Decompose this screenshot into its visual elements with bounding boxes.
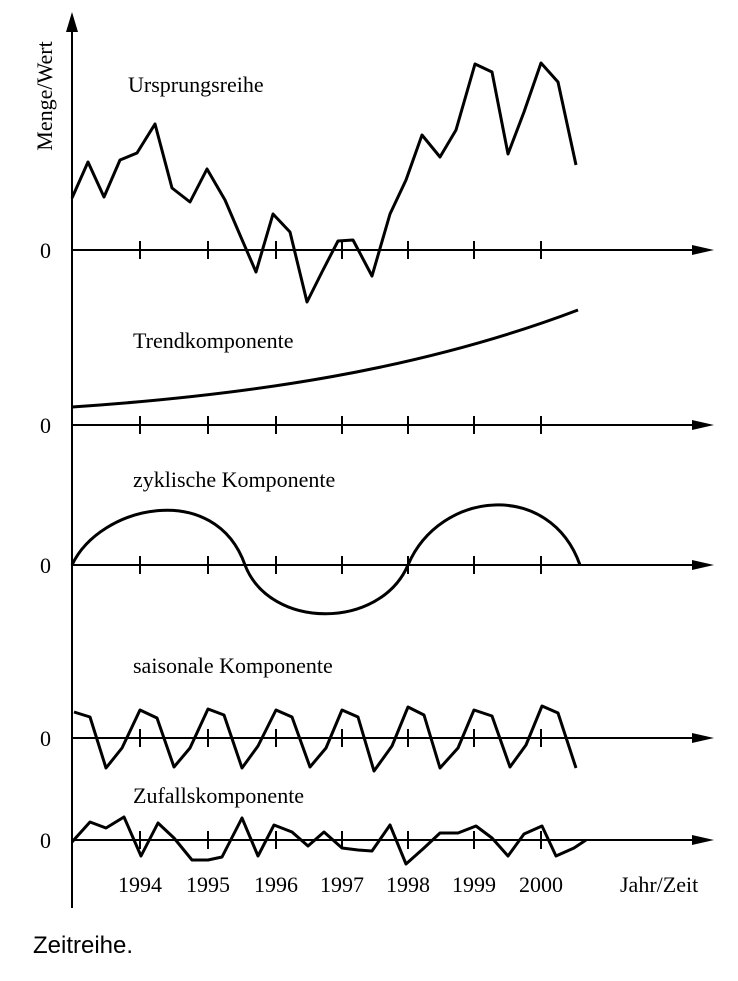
panels: 0 Ursprungsreihe 0 Trendkomponente 0 zyklisch… bbox=[40, 72, 714, 853]
original-series bbox=[70, 61, 578, 304]
panel-title: Zufallskomponente bbox=[133, 783, 304, 808]
x-axis-arrow bbox=[692, 835, 714, 845]
y-axis-label: Menge/Wert bbox=[32, 41, 57, 150]
y-axis-arrow bbox=[66, 12, 78, 32]
zero-label: 0 bbox=[40, 726, 51, 751]
x-label: 1997 bbox=[320, 872, 364, 897]
x-axis-arrow bbox=[692, 560, 714, 570]
panel-title: saisonale Komponente bbox=[133, 653, 333, 678]
zero-label: 0 bbox=[40, 553, 51, 578]
x-label: 1995 bbox=[186, 872, 230, 897]
zero-label: 0 bbox=[40, 413, 51, 438]
random-curve bbox=[70, 815, 587, 866]
x-label: 1998 bbox=[386, 872, 430, 897]
panel-title: zyklische Komponente bbox=[133, 467, 335, 492]
x-label: 1996 bbox=[254, 872, 298, 897]
seasonal-curve bbox=[73, 704, 578, 773]
cyclic-curve bbox=[70, 503, 582, 616]
caption: Zeitreihe. bbox=[33, 932, 133, 959]
x-label: 2000 bbox=[519, 872, 563, 897]
x-axis-arrow bbox=[692, 245, 714, 255]
trend-curve bbox=[71, 308, 579, 409]
zero-label: 0 bbox=[40, 238, 51, 263]
zero-label: 0 bbox=[40, 828, 51, 853]
x-axis-label: Jahr/Zeit bbox=[620, 872, 698, 897]
x-axis-arrow bbox=[692, 733, 714, 743]
x-axis-arrow bbox=[692, 420, 714, 430]
panel-title: Trendkomponente bbox=[133, 328, 294, 353]
x-labels: 1994 1995 1996 1997 1998 1999 2000 bbox=[118, 872, 563, 897]
x-label: 1994 bbox=[118, 872, 162, 897]
x-label: 1999 bbox=[452, 872, 496, 897]
panel-title: Ursprungsreihe bbox=[128, 72, 264, 97]
